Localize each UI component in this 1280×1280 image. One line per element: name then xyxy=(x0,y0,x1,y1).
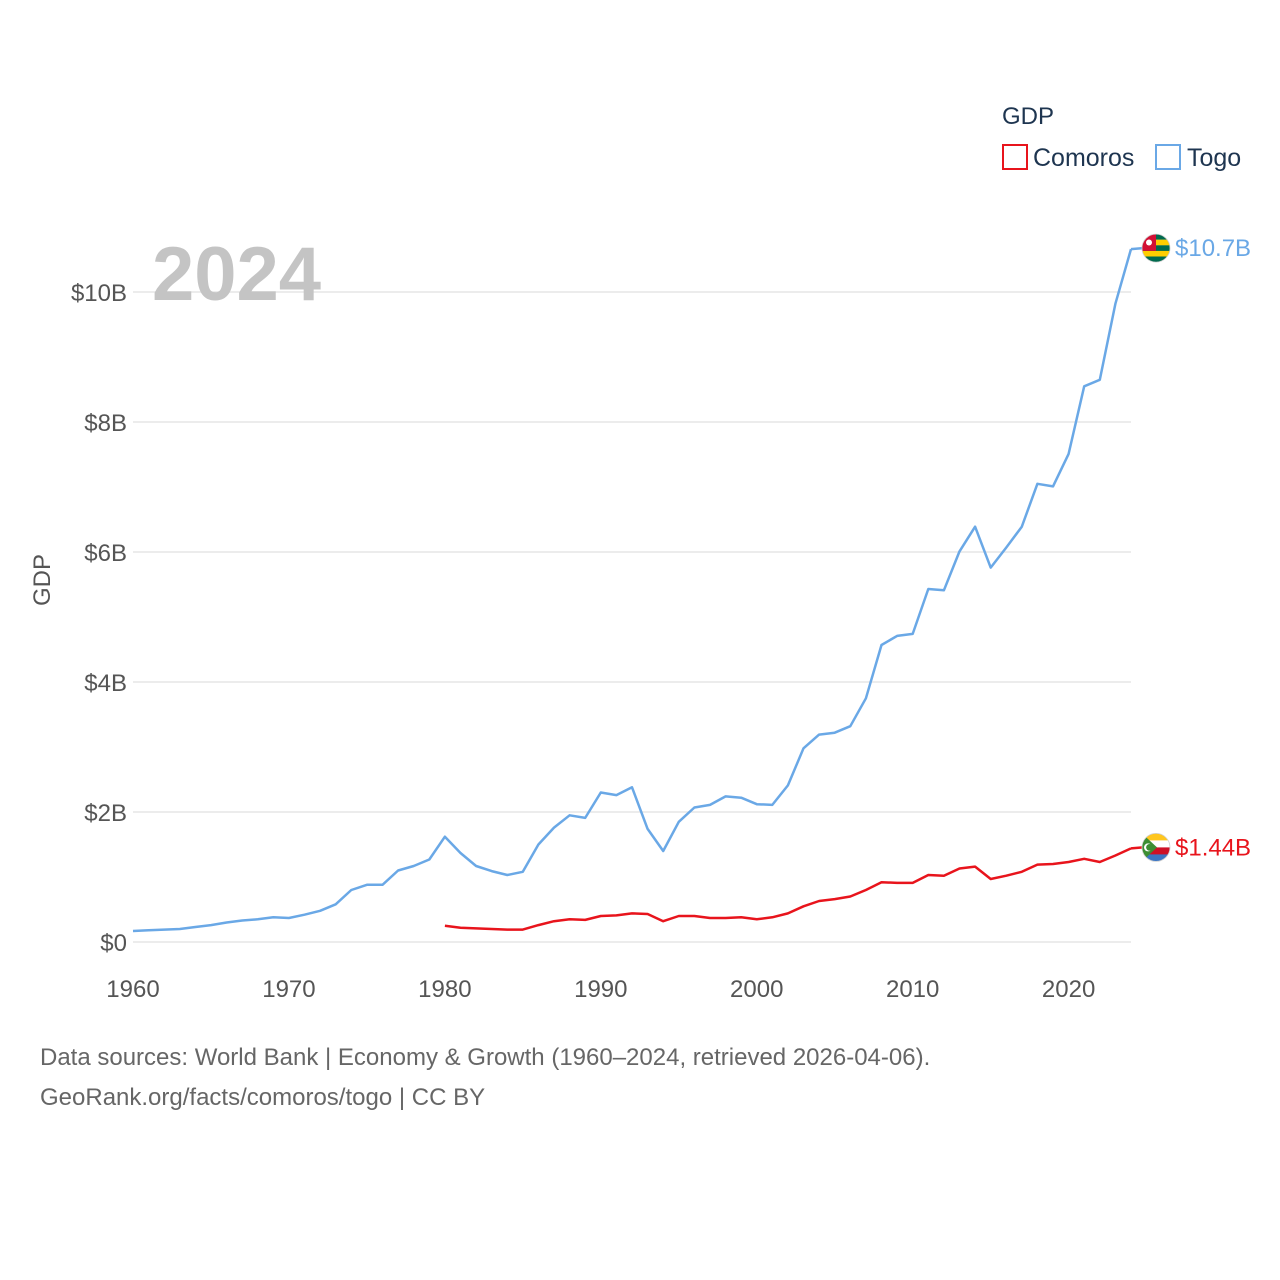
legend-label-comoros: Comoros xyxy=(1033,144,1134,172)
x-tick-label: 1960 xyxy=(106,976,159,1003)
x-axis-ticks: 1960 1970 1980 1990 2000 2010 2020 xyxy=(106,976,1095,1003)
legend-swatch-togo xyxy=(1155,144,1181,170)
y-tick-label: $10B xyxy=(71,280,127,307)
x-tick-label: 2000 xyxy=(730,976,783,1003)
legend-label-togo: Togo xyxy=(1187,144,1241,172)
series-lines xyxy=(132,248,1133,933)
end-markers: $1.44B $10.7B xyxy=(1130,233,1251,862)
x-tick-label: 1990 xyxy=(574,976,627,1003)
legend-title: GDP xyxy=(1002,103,1054,130)
end-connector xyxy=(1130,246,1144,251)
legend: GDP Comoros Togo xyxy=(1002,103,1241,172)
end-value-label-togo: $10.7B xyxy=(1175,235,1251,262)
y-tick-label: $0 xyxy=(100,930,127,957)
togo-flag-icon xyxy=(1141,233,1171,263)
series-line-togo[interactable] xyxy=(132,248,1133,933)
data-sources-note: Data sources: World Bank | Economy & Gro… xyxy=(40,1044,931,1071)
series-line-comoros[interactable] xyxy=(444,847,1132,931)
attribution-link[interactable]: GeoRank.org/facts/comoros/togo | CC BY xyxy=(40,1084,486,1111)
x-tick-label: 2020 xyxy=(1042,976,1095,1003)
grid-lines xyxy=(133,291,1131,943)
end-connector xyxy=(1130,846,1144,850)
y-tick-label: $8B xyxy=(84,410,127,437)
x-tick-label: 1980 xyxy=(418,976,471,1003)
comoros-flag-icon xyxy=(1141,833,1171,862)
year-watermark: 2024 xyxy=(152,232,321,317)
y-tick-label: $4B xyxy=(84,670,127,697)
legend-swatch-comoros xyxy=(1002,144,1028,170)
x-tick-label: 1970 xyxy=(262,976,315,1003)
x-tick-label: 2010 xyxy=(886,976,939,1003)
y-tick-label: $6B xyxy=(84,540,127,567)
y-axis-ticks: $0 $2B $4B $6B $8B $10B xyxy=(71,280,127,957)
y-tick-label: $2B xyxy=(84,800,127,827)
legend-item-comoros[interactable]: Comoros xyxy=(1002,144,1134,172)
legend-item-togo[interactable]: Togo xyxy=(1155,144,1241,172)
end-value-label-comoros: $1.44B xyxy=(1175,834,1251,861)
y-axis-title: GDP xyxy=(29,554,56,606)
